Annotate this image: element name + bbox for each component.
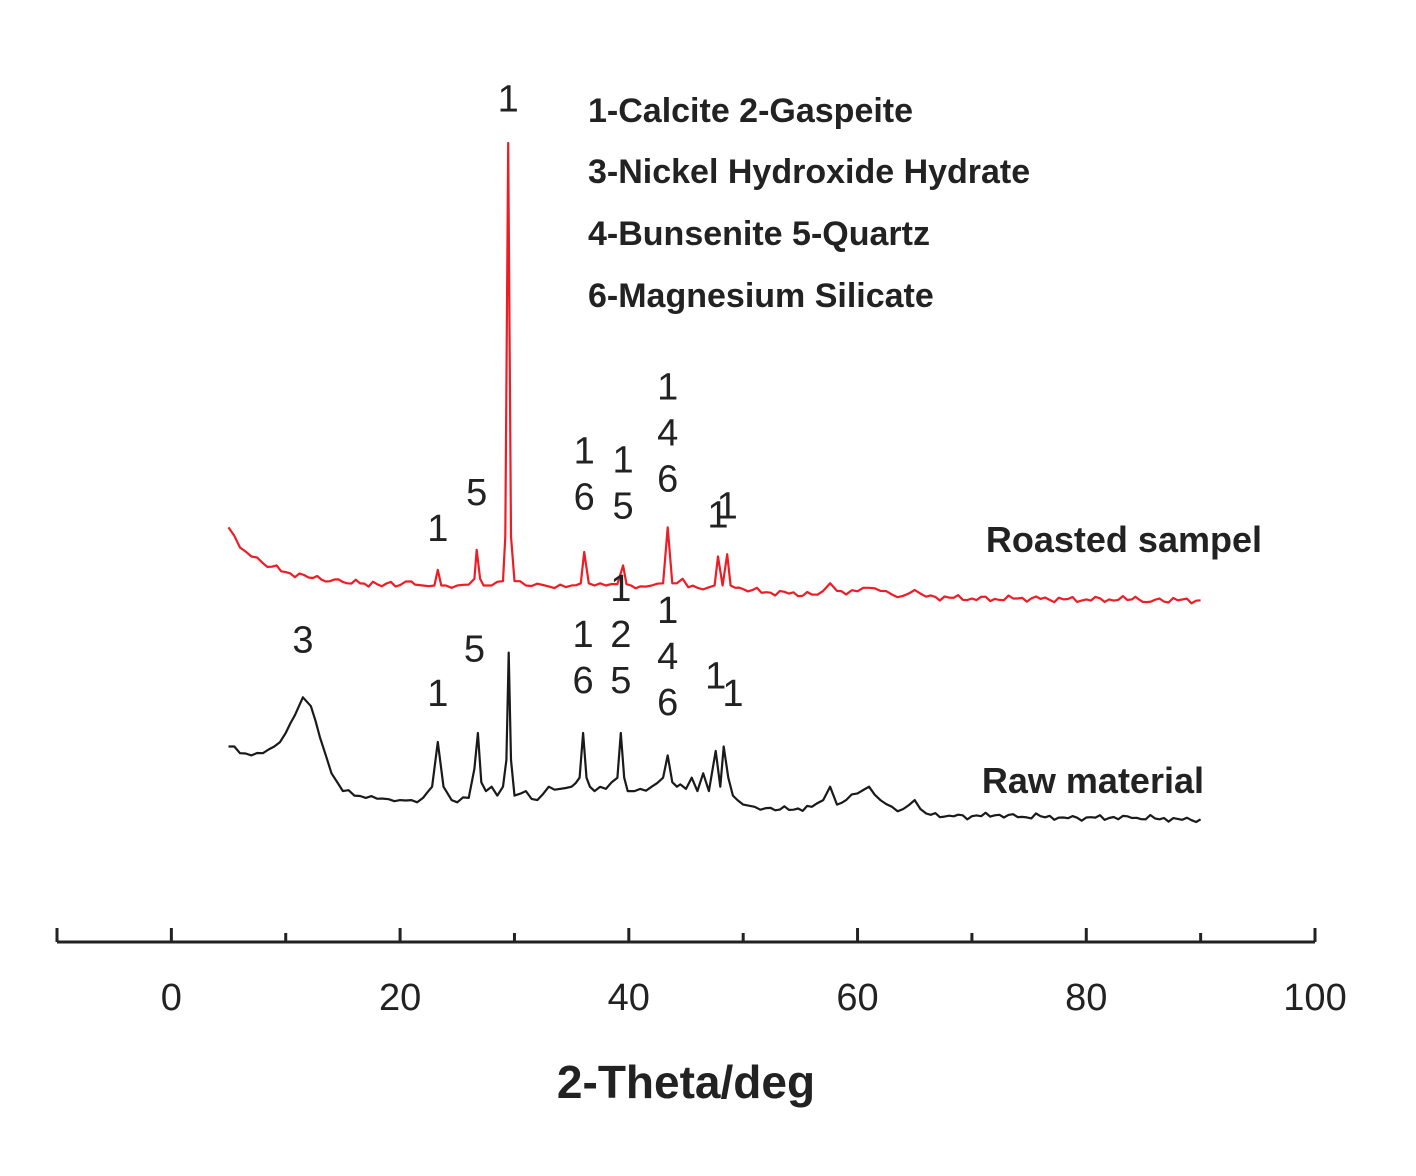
x-tick-label: 60 — [836, 977, 878, 1019]
peak-label: 4 — [657, 636, 678, 678]
peak-label: 1 — [427, 673, 448, 715]
legend-line-3: 4-Bunsenite 5-Quartz — [588, 215, 930, 253]
peak-label: 6 — [574, 477, 595, 519]
series-line-raw — [228, 651, 1202, 824]
peak-label: 1 — [705, 655, 726, 697]
peak-label: 2 — [610, 614, 631, 656]
series-name-raw: Raw material — [982, 760, 1204, 801]
peak-label: 1 — [498, 79, 519, 121]
series-line-roasted — [227, 141, 1201, 605]
peak-label: 3 — [292, 620, 313, 662]
series-name-roasted: Roasted sampel — [986, 519, 1262, 560]
x-tick-label: 100 — [1283, 977, 1346, 1019]
peak-label: 5 — [466, 472, 487, 514]
x-tick-label: 80 — [1065, 977, 1107, 1019]
peak-label: 5 — [610, 660, 631, 702]
peak-label: 1 — [717, 486, 738, 528]
peak-label: 1 — [573, 614, 594, 656]
x-axis-title: 2-Theta/deg — [557, 1056, 815, 1108]
peak-label: 1 — [657, 590, 678, 632]
x-tick-label: 40 — [608, 977, 650, 1019]
x-tick-label: 0 — [161, 977, 182, 1019]
peak-label: 6 — [573, 660, 594, 702]
legend-line-1: 1-Calcite 2-Gaspeite — [588, 92, 913, 130]
series-lines — [227, 141, 1202, 824]
legend: 1-Calcite 2-Gaspeite 3-Nickel Hydroxide … — [588, 92, 1030, 315]
peak-label: 1 — [657, 367, 678, 409]
peak-label: 4 — [657, 413, 678, 455]
peak-label: 1 — [610, 568, 631, 610]
peak-label: 6 — [657, 459, 678, 501]
peak-label: 1 — [722, 673, 743, 715]
x-axis: 0 20 40 60 80 100 — [55, 928, 1347, 1019]
peak-label: 5 — [613, 486, 634, 528]
peak-label: 5 — [464, 629, 485, 671]
peak-label: 6 — [657, 682, 678, 724]
peak-label: 1 — [427, 508, 448, 550]
peak-label: 1 — [613, 440, 634, 482]
peak-label: 1 — [574, 431, 595, 473]
legend-line-4: 6-Magnesium Silicate — [588, 277, 934, 315]
peak-label: 1 — [707, 494, 728, 536]
x-tick-label: 20 — [379, 977, 421, 1019]
legend-line-2: 3-Nickel Hydroxide Hydrate — [588, 153, 1030, 191]
